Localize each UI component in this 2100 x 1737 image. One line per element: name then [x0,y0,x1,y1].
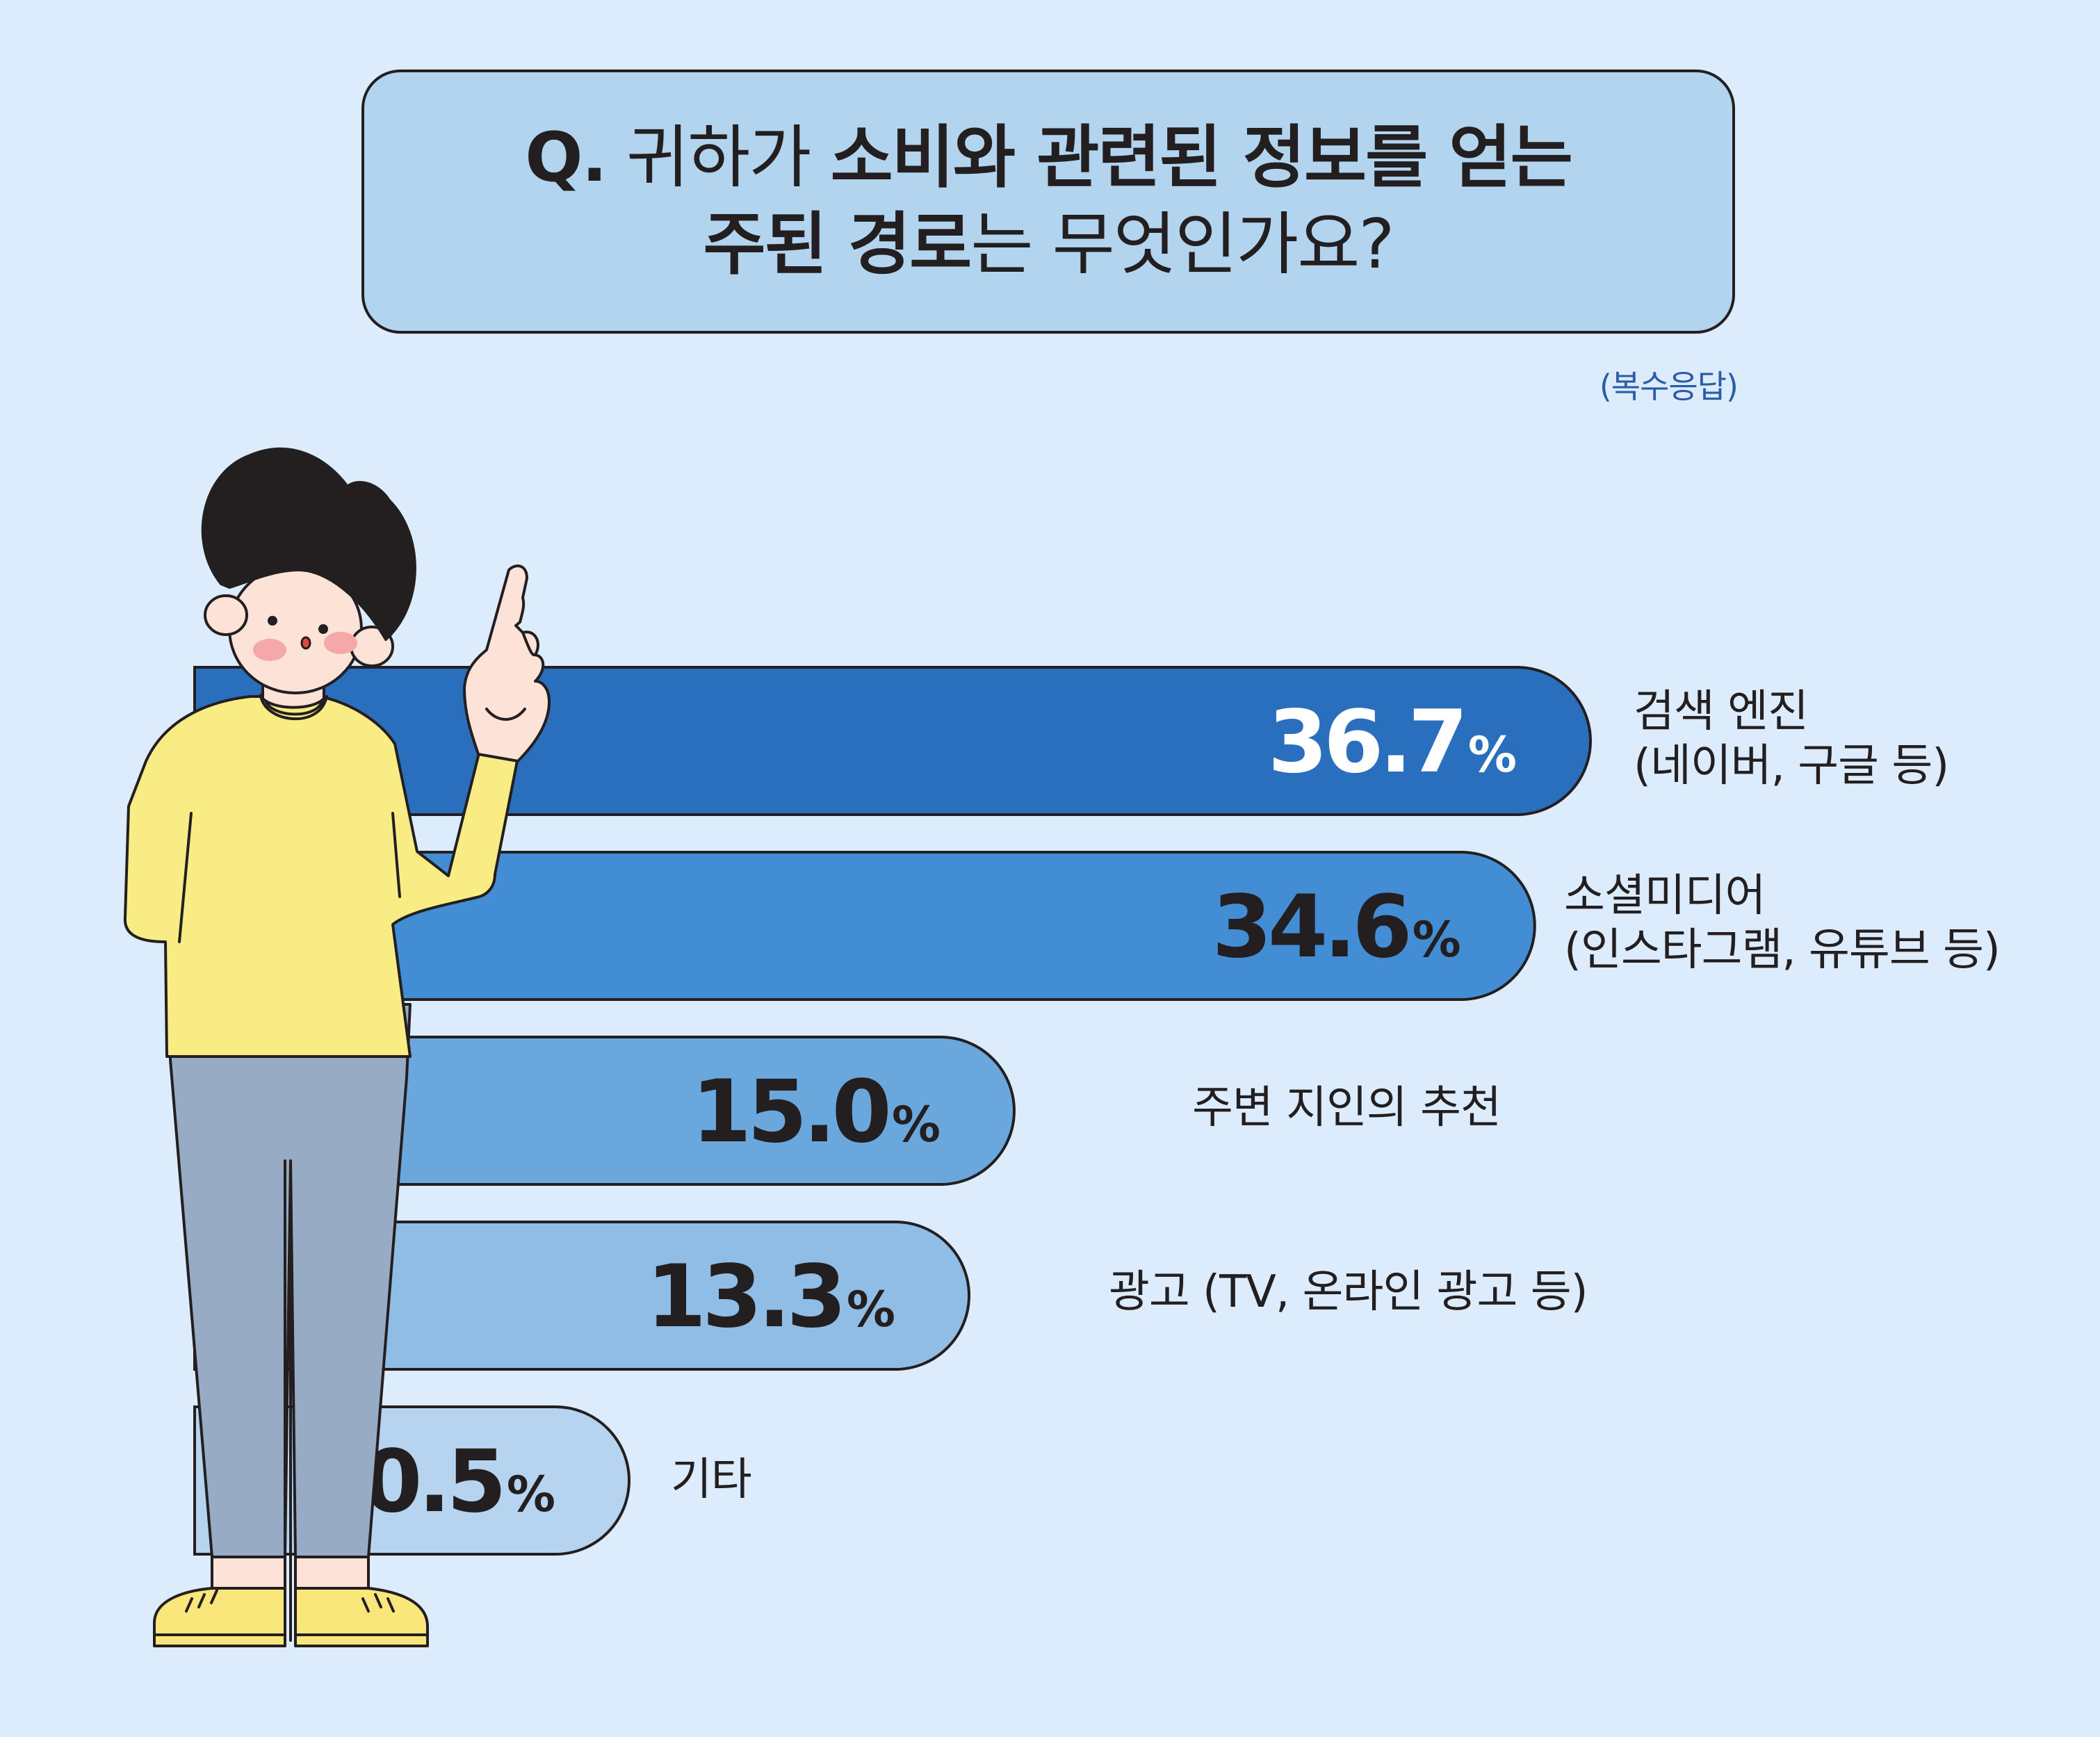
multiple-response-note: (복수응답) [1599,368,1739,405]
percent-sign: % [892,1096,939,1153]
question-text-2b: 는 무엇인가요? [970,205,1394,284]
value-number: 0.5 [362,1432,503,1532]
pointing-hand-illustration [463,564,551,763]
value-number: 36.7 [1268,692,1464,792]
question-line-1: Q. 귀하가 소비와 관련된 정보를 얻는 [525,115,1573,202]
shirt-illustration [123,695,519,1058]
question-text-2a: 주된 경로 [703,205,972,284]
value-number: 15.0 [692,1062,888,1162]
value-label-search-engine: 36.7% [1268,692,1515,792]
question-line-2: 주된 경로는 무엇인가요? [703,202,1395,288]
percent-sign: % [1468,726,1515,783]
percent-sign: % [847,1281,894,1338]
person-illustration [123,447,551,1647]
hair-illustration [201,447,416,641]
value-label-other: 0.5% [362,1432,554,1532]
category-label-search-engine: 검색 엔진 (네이버, 구글 등) [1634,686,1949,792]
percent-sign: % [507,1466,554,1523]
category-label-social-media: 소셜미디어 (인스타그램, 유튜브 등) [1564,870,2001,977]
value-label-social-media: 34.6% [1212,877,1460,977]
percent-sign: % [1413,911,1460,968]
bar-social-media [193,851,1536,1001]
question-box: Q. 귀하가 소비와 관련된 정보를 얻는 주된 경로는 무엇인가요? [361,70,1735,334]
left-shoe-illustration [153,1587,286,1647]
category-label-other: 기타 [671,1454,752,1506]
question-prefix: Q. [525,117,608,197]
category-label-acquaintance: 주변 지인의 추천 [1192,1082,1501,1134]
value-number: 13.3 [646,1247,843,1347]
value-label-acquaintance: 15.0% [692,1062,939,1162]
category-label-advertising: 광고 (TV, 온라인 광고 등) [1109,1266,1588,1318]
question-text-1a: 귀하가 [626,117,811,197]
question-text-1b: 소비와 관련된 정보를 얻는 [830,117,1573,197]
value-label-advertising: 13.3% [646,1247,894,1347]
value-number: 34.6 [1212,877,1408,977]
right-shoe-illustration [294,1587,429,1647]
